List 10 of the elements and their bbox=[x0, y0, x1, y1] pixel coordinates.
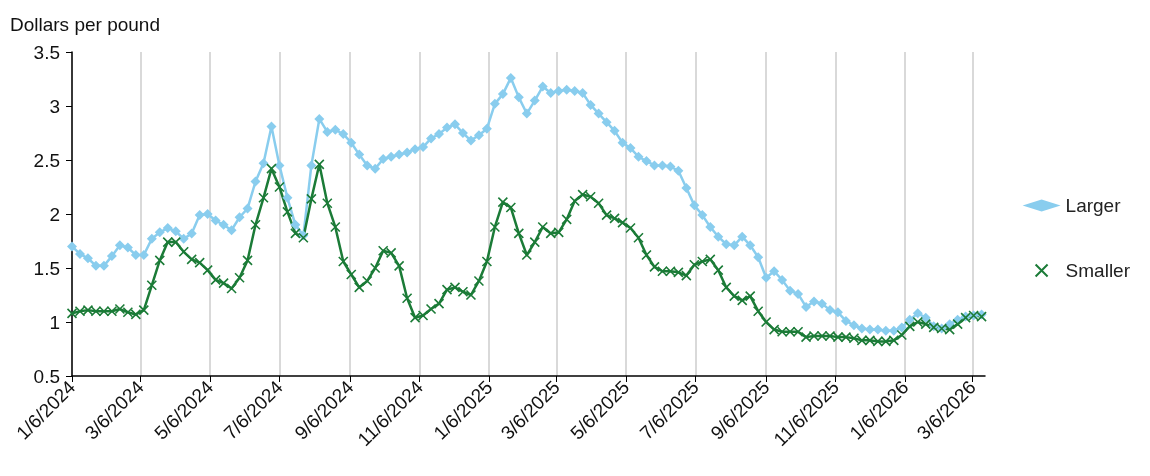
y-tick-label: 1.5 bbox=[33, 257, 60, 279]
legend-label: Smaller bbox=[1065, 260, 1131, 281]
y-tick-label: 1 bbox=[49, 311, 60, 333]
y-tick-label: 3 bbox=[49, 95, 60, 117]
y-tick-label: 0.5 bbox=[33, 365, 60, 387]
y-tick-label: 2.5 bbox=[33, 149, 60, 171]
y-axis-title: Dollars per pound bbox=[10, 14, 160, 35]
legend-label: Larger bbox=[1065, 195, 1122, 216]
y-tick-label: 2 bbox=[49, 203, 60, 225]
y-tick-label: 3.5 bbox=[33, 41, 60, 63]
